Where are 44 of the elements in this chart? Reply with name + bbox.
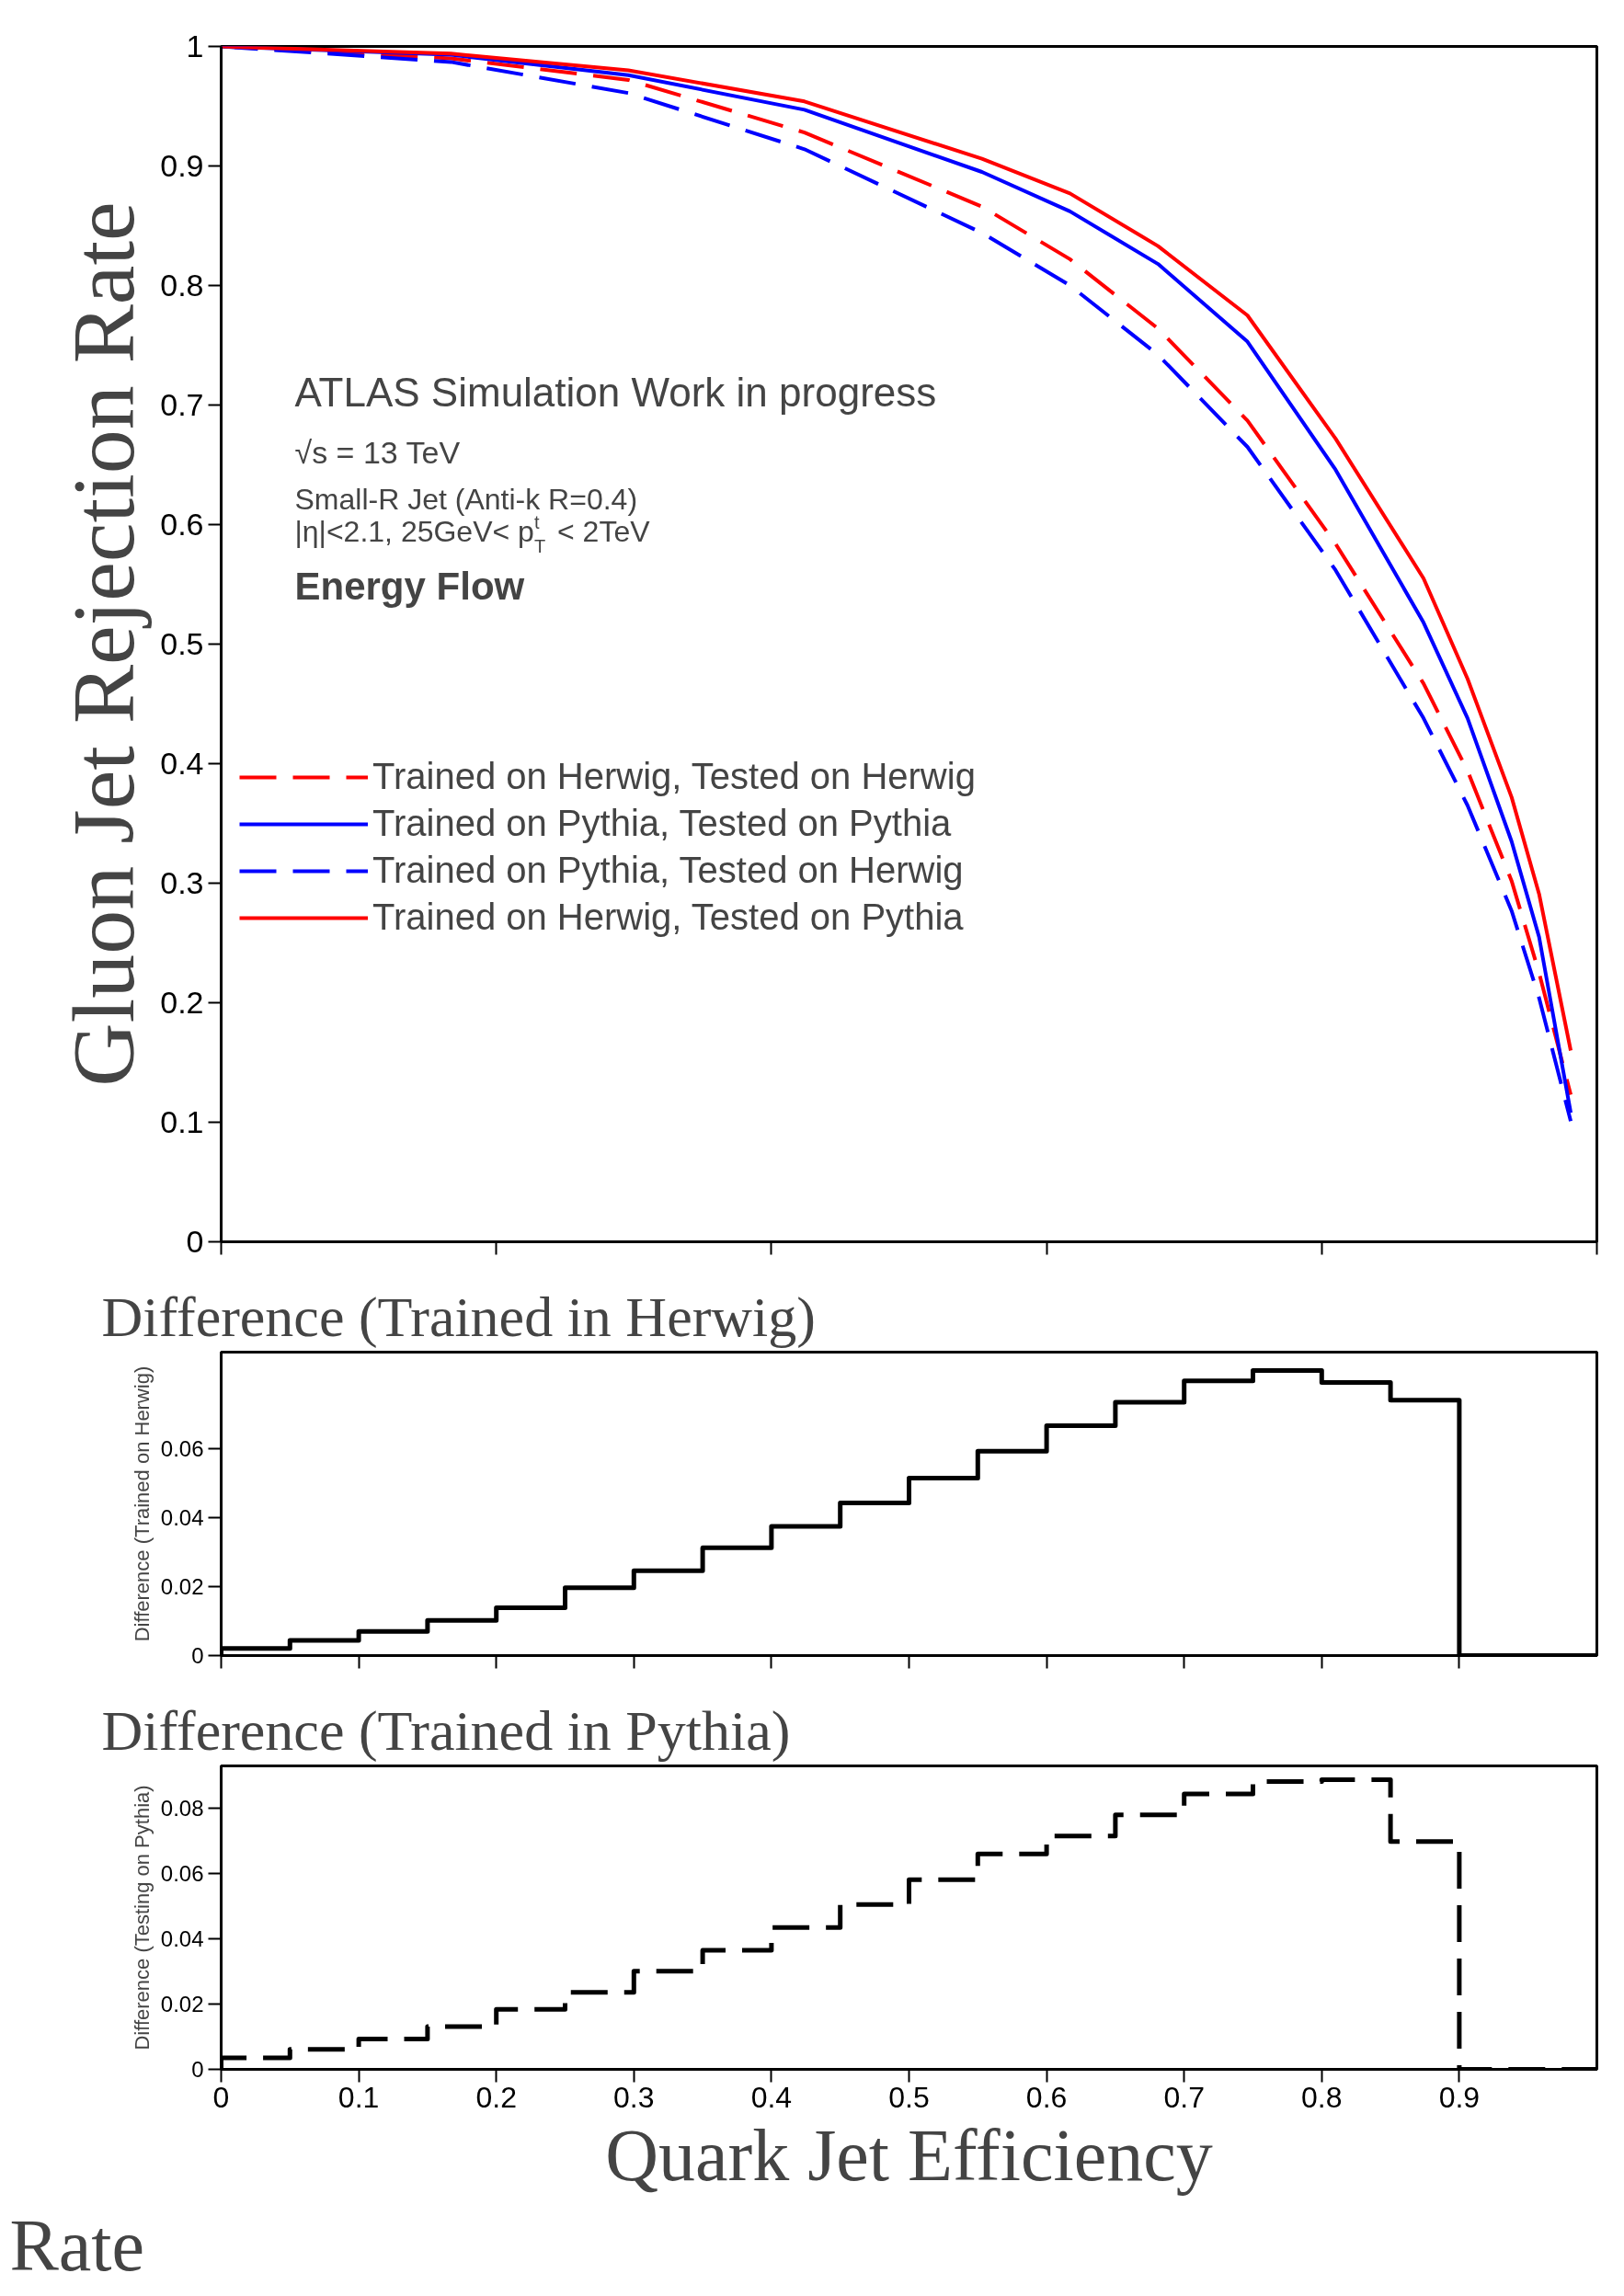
x-tick-label: 0.8 — [1301, 2080, 1343, 2114]
y-tick-label: 0.02 — [160, 1574, 204, 1599]
annotation: √s = 13 TeV — [294, 434, 461, 470]
annotation: ATLAS Simulation Work in progress — [294, 369, 937, 415]
x-tick-label: 0.1 — [337, 2080, 380, 2114]
y-tick-label: 0.7 — [160, 387, 204, 422]
x-tick-label: 0.6 — [1025, 2080, 1068, 2114]
y-tick-label: 0.8 — [160, 268, 204, 303]
y-axis-title: Difference (Testing on Pythia) — [130, 1785, 154, 2050]
y-axis-title: Gluon Jet Rejection Rate — [54, 201, 154, 1087]
y-tick-label: 0.4 — [160, 746, 204, 781]
legend-label: Trained on Pythia, Tested on Pythia — [372, 803, 952, 844]
x-tick-label: 0.3 — [613, 2080, 655, 2114]
x-tick-label: 0.4 — [750, 2080, 793, 2114]
y-tick-label: 1 — [186, 29, 204, 63]
y-tick-label: 0 — [191, 2057, 204, 2082]
y-tick-label: 0.08 — [160, 1796, 204, 1822]
legend-label: Trained on Herwig, Tested on Herwig — [372, 756, 976, 797]
y-tick-label: 0.06 — [160, 1861, 204, 1887]
annotation: Energy Flow — [294, 564, 525, 608]
y-tick-label: 0 — [186, 1224, 204, 1259]
y-tick-label: 0.02 — [160, 1992, 204, 2017]
legend-label: Trained on Pythia, Tested on Herwig — [372, 850, 964, 891]
x-tick-label: 0.9 — [1438, 2080, 1481, 2114]
x-tick-label: 0.7 — [1163, 2080, 1205, 2114]
y-tick-label: 0.1 — [160, 1104, 204, 1139]
y-tick-label: 0.3 — [160, 865, 204, 900]
y-tick-label: 0.2 — [160, 985, 204, 1020]
y-tick-label: 0.06 — [160, 1436, 204, 1461]
x-tick-label: 0.5 — [888, 2080, 930, 2114]
x-axis-title: Quark Jet Efficiency — [605, 2114, 1213, 2196]
y-tick-label: 0.04 — [160, 1926, 204, 1952]
legend-label: Trained on Herwig, Tested on Pythia — [372, 897, 964, 938]
y-tick-label: 0.5 — [160, 626, 204, 661]
y-tick-label: 0 — [191, 1643, 204, 1668]
chart-title: Difference (Trained in Herwig) — [101, 1285, 816, 1349]
y-tick-label: 0.9 — [160, 148, 204, 183]
y-tick-label: 0.04 — [160, 1505, 204, 1530]
x-tick-label: 0.2 — [475, 2080, 517, 2114]
text: Rate — [9, 2204, 145, 2286]
chart-title: Difference (Trained in Pythia) — [101, 1698, 791, 1763]
y-axis-title: Difference (Trained on Herwig) — [130, 1365, 154, 1642]
y-tick-label: 0.6 — [160, 507, 204, 542]
x-tick-label: 0 — [212, 2080, 230, 2114]
